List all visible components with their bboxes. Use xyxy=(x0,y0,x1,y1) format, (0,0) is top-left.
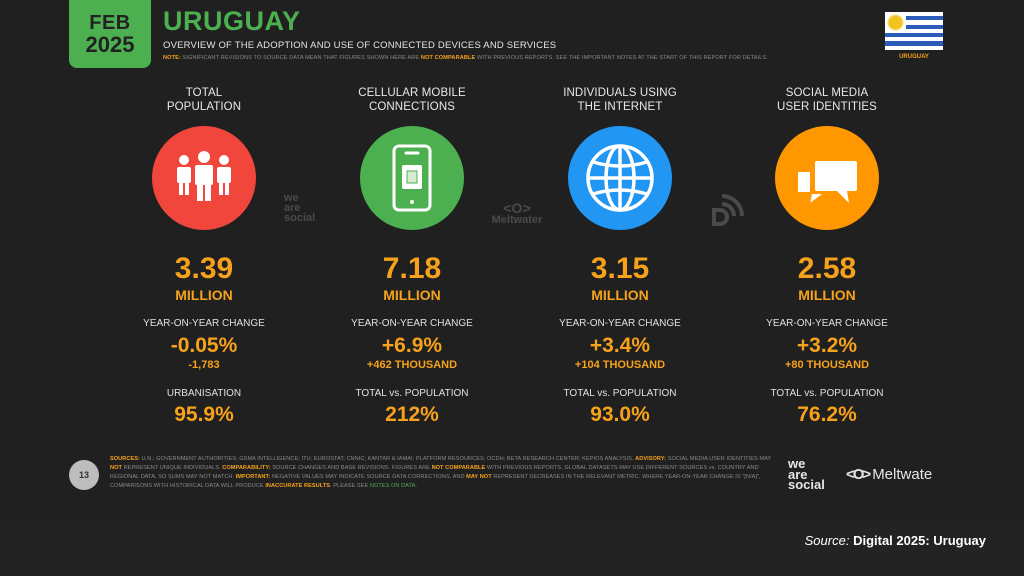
source-caption: Source: Digital 2025: Uruguay xyxy=(805,533,986,548)
people-icon xyxy=(152,126,256,230)
change-percent: +3.4% xyxy=(589,334,651,357)
change-absolute: +104 THOUSAND xyxy=(574,359,666,371)
page-subtitle: OVERVIEW OF THE ADOPTION AND USE OF CONN… xyxy=(163,40,557,51)
flag-label: URUGUAY xyxy=(899,54,929,60)
note-highlight: NOT COMPARABLE xyxy=(420,55,476,61)
note-label: NOTE: xyxy=(163,55,181,61)
extra-label: TOTAL vs. POPULATION xyxy=(770,388,884,399)
date-badge: FEB 2025 xyxy=(69,0,151,68)
change-absolute: -1,783 xyxy=(188,359,220,371)
page-title: URUGUAY xyxy=(163,6,301,36)
extra-value: 95.9% xyxy=(174,403,234,426)
stat-column-social-media: SOCIAL MEDIA USER IDENTITIES 2.58 MILLION… xyxy=(727,86,927,427)
change-label: YEAR-ON-YEAR CHANGE xyxy=(351,318,473,329)
change-absolute: +462 THOUSAND xyxy=(366,359,458,371)
stat-heading: CELLULAR MOBILE CONNECTIONS xyxy=(358,87,466,113)
change-label: YEAR-ON-YEAR CHANGE xyxy=(143,318,265,329)
change-label: YEAR-ON-YEAR CHANGE xyxy=(766,318,888,329)
stat-heading: INDIVIDUALS USING THE INTERNET xyxy=(563,87,677,113)
extra-value: 76.2% xyxy=(797,403,857,426)
stat-column-internet: INDIVIDUALS USING THE INTERNET 3.15 MILLI… xyxy=(520,86,720,427)
stat-column-mobile: CELLULAR MOBILE CONNECTIONS 7.18 MILLION … xyxy=(312,86,512,427)
extra-label: TOTAL vs. POPULATION xyxy=(563,388,677,399)
stat-heading: TOTAL POPULATION xyxy=(166,87,242,113)
page-number: 13 xyxy=(69,460,99,490)
stat-value: 7.18 xyxy=(382,252,442,285)
extra-value: 212% xyxy=(385,403,439,426)
date-year: 2025 xyxy=(85,32,135,57)
mobile-phone-icon xyxy=(360,126,464,230)
stat-heading: SOCIAL MEDIA USER IDENTITIES xyxy=(777,87,877,113)
chat-bubbles-icon xyxy=(775,126,879,230)
note-text-end: WITH PREVIOUS REPORTS. SEE THE IMPORTANT… xyxy=(475,55,768,61)
sun-of-may-icon xyxy=(889,16,902,29)
revision-note: NOTE: SIGNIFICANT REVISIONS TO SOURCE DA… xyxy=(163,55,768,61)
we-are-social-watermark: we are social xyxy=(284,192,316,224)
extra-label: TOTAL vs. POPULATION xyxy=(355,388,469,399)
uruguay-flag-icon xyxy=(885,12,943,50)
stat-column-population: TOTAL POPULATION 3.39 MILLION YEAR-ON-YEA… xyxy=(104,86,304,427)
source-label: Source: xyxy=(804,533,850,548)
stat-value: 2.58 xyxy=(797,252,857,285)
note-text: SIGNIFICANT REVISIONS TO SOURCE DATA MEA… xyxy=(180,55,421,61)
datareportal-logo-icon xyxy=(708,192,744,228)
meltwater-logo: <O> Meltwate xyxy=(846,466,933,483)
change-label: YEAR-ON-YEAR CHANGE xyxy=(559,318,681,329)
notes-on-data-link[interactable]: NOTES ON DATA xyxy=(369,483,416,489)
we-are-social-logo: we are social xyxy=(788,456,825,492)
change-percent: -0.05% xyxy=(170,334,238,357)
stat-unit: MILLION xyxy=(175,287,233,303)
footer-sources: SOURCES: U.N.; GOVERNMENT AUTHORITIES; G… xyxy=(110,456,772,489)
date-month: FEB xyxy=(89,12,131,34)
change-absolute: +80 THOUSAND xyxy=(784,359,870,371)
extra-label: URBANISATION xyxy=(166,388,242,399)
stat-unit: MILLION xyxy=(798,287,856,303)
change-percent: +6.9% xyxy=(381,334,443,357)
globe-icon xyxy=(568,126,672,230)
source-title: Digital 2025: Uruguay xyxy=(853,533,986,548)
extra-value: 93.0% xyxy=(590,403,650,426)
slide: FEB 2025 URUGUAY OVERVIEW OF THE ADOPTIO… xyxy=(69,0,943,492)
meltwater-logo-icon: <O> xyxy=(503,200,531,216)
stat-unit: MILLION xyxy=(383,287,441,303)
stat-unit: MILLION xyxy=(591,287,649,303)
change-percent: +3.2% xyxy=(796,334,858,357)
meltwater-watermark: <O> Meltwater xyxy=(487,200,547,226)
meltwater-eye-icon: <O> xyxy=(846,466,871,483)
stat-value: 3.15 xyxy=(590,252,650,285)
stat-value: 3.39 xyxy=(174,252,234,285)
